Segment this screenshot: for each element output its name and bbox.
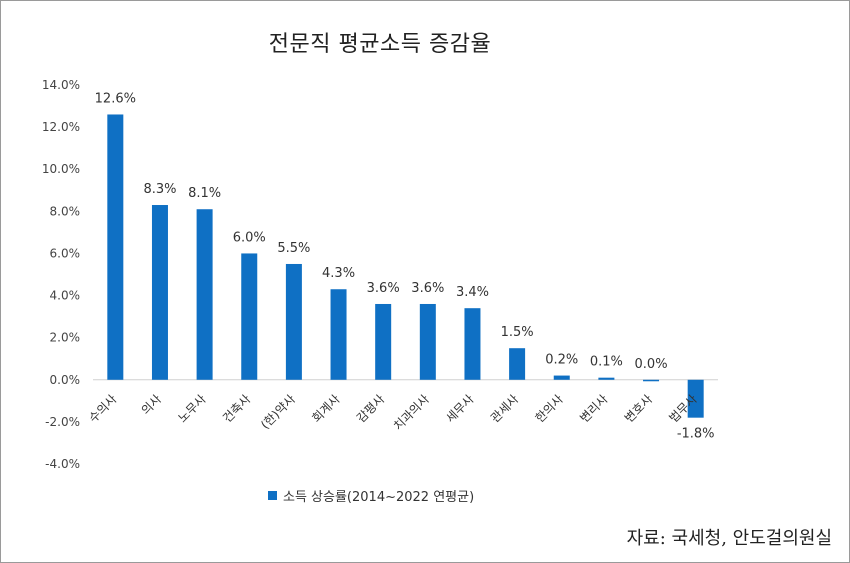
data-label: 1.5% (501, 325, 534, 340)
y-tick-label: 6.0% (50, 246, 81, 260)
bar-수의사 (107, 114, 124, 380)
bar-건축사 (241, 253, 258, 380)
bar-관세사 (509, 348, 526, 380)
bar-치과의사 (419, 303, 436, 380)
chart-title: 전문직 평균소득 증감율 (268, 32, 492, 57)
legend-swatch (268, 491, 277, 500)
x-tick-label: 수의사 (86, 392, 119, 425)
legend-label: 소득 상승률(2014~2022 연평균) (283, 490, 475, 505)
bar-법무사 (687, 379, 704, 418)
bar-변호사 (643, 379, 660, 382)
x-tick-label: 치과의사 (391, 392, 432, 433)
y-tick-label: 2.0% (50, 331, 81, 345)
bar-변리사 (598, 377, 615, 380)
x-tick-label: (한)약사 (257, 391, 298, 432)
bar-노무사 (196, 209, 213, 380)
bar-감평사 (375, 303, 392, 380)
x-tick-label: 관세사 (488, 392, 521, 425)
bar-의사 (151, 205, 168, 380)
data-label: 5.5% (277, 241, 310, 256)
legend: 소득 상승률(2014~2022 연평균) (268, 486, 474, 505)
bar-(한)약사 (285, 263, 302, 380)
data-label: 3.6% (367, 281, 400, 296)
y-tick-label: 10.0% (42, 162, 80, 176)
bar-한의사 (553, 375, 570, 380)
source-note: 자료: 국세청, 안도걸의원실 (626, 528, 832, 549)
data-label: 4.3% (322, 266, 355, 281)
data-label: 6.0% (233, 230, 266, 245)
bar-세무사 (464, 308, 481, 380)
data-label: 0.1% (590, 355, 623, 370)
y-tick-label: 14.0% (42, 78, 80, 92)
data-label: 8.3% (143, 182, 176, 197)
data-label: 3.4% (456, 285, 489, 300)
data-label: -1.8% (677, 427, 715, 442)
data-label: 12.6% (95, 91, 136, 106)
data-label: 3.6% (411, 281, 444, 296)
x-tick-label: 회계사 (309, 392, 342, 425)
y-tick-label: -2.0% (45, 415, 80, 429)
data-label: 0.0% (635, 357, 668, 372)
bar-회계사 (330, 289, 347, 380)
y-tick-label: 4.0% (50, 289, 81, 303)
y-tick-label: -4.0% (45, 457, 80, 471)
y-tick-label: 12.0% (42, 120, 80, 134)
y-tick-label: 8.0% (50, 204, 81, 218)
x-tick-label: 변리사 (577, 392, 610, 425)
x-tick-label: 변호사 (622, 392, 655, 425)
x-tick-label: 감평사 (354, 392, 387, 425)
y-tick-label: 0.0% (50, 373, 81, 387)
x-tick-label: 한의사 (533, 392, 566, 425)
x-tick-label: 건축사 (220, 392, 253, 425)
data-label: 0.2% (545, 353, 578, 368)
x-tick-label: 노무사 (175, 392, 208, 425)
x-tick-label: 의사 (139, 392, 165, 418)
data-label: 8.1% (188, 186, 221, 201)
x-tick-label: 세무사 (443, 392, 476, 425)
